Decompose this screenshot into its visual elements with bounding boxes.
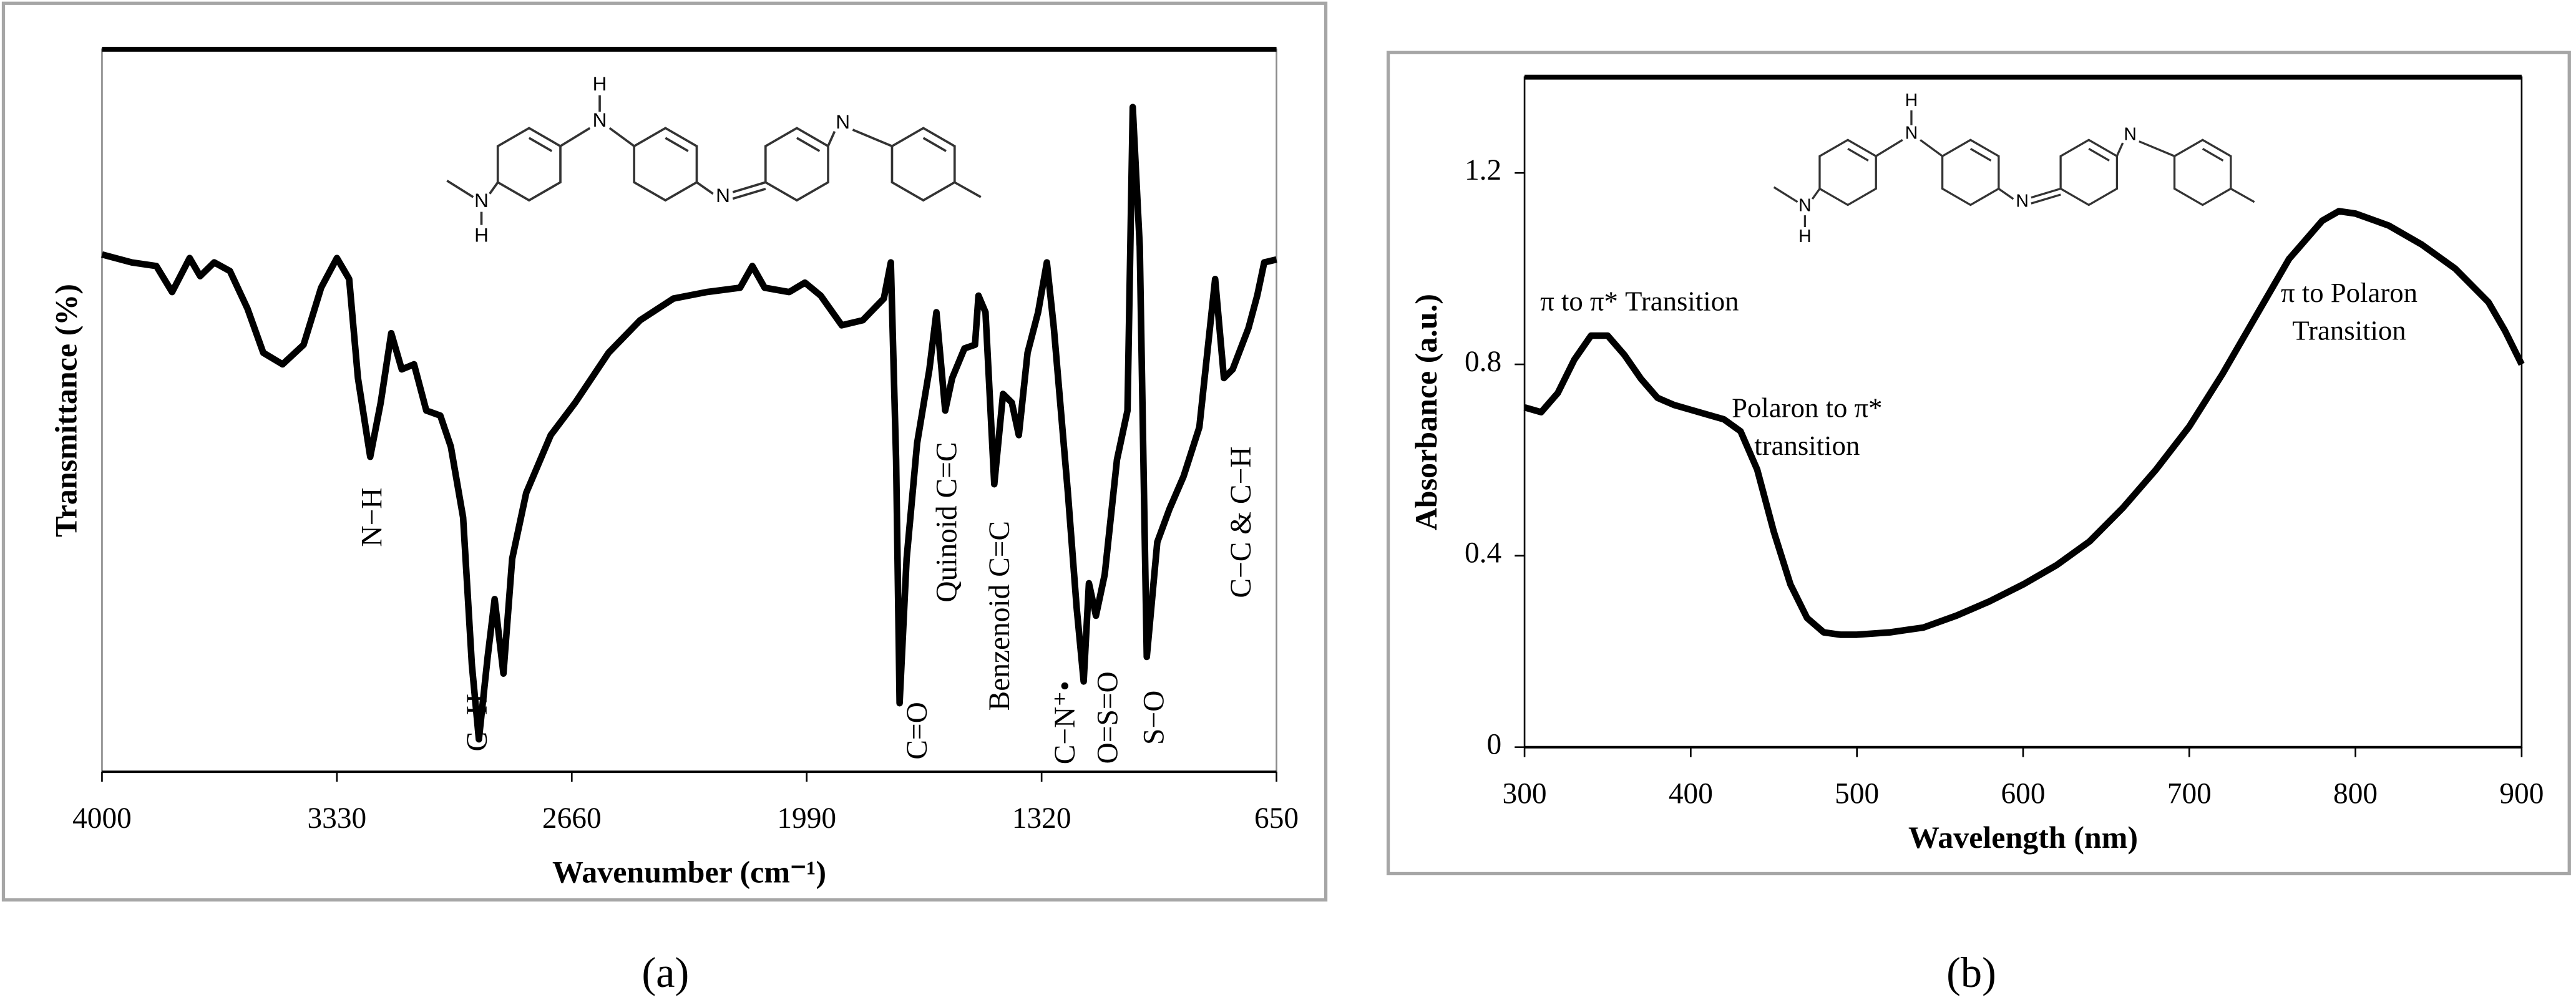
bond [1998, 188, 2014, 200]
x-tick-label: 400 [1669, 778, 1713, 810]
ring-bond [1847, 148, 1869, 162]
atom-label: N [1798, 195, 1812, 215]
bond [2139, 140, 2175, 157]
atom-label: N [1905, 123, 1918, 143]
x-tick-label: 700 [2167, 778, 2212, 810]
bond [2031, 193, 2061, 205]
annotation: π to Polaron [2281, 277, 2417, 308]
annotation: Transition [2292, 315, 2406, 346]
bond [2230, 188, 2255, 203]
x-tick-label: 650 [1254, 802, 1299, 835]
x-tick-label: 600 [2001, 778, 2045, 810]
bond [559, 127, 591, 147]
ring-bond [796, 137, 821, 152]
atom-label: H [1798, 226, 1812, 246]
bond [1811, 188, 1821, 200]
x-tick-label: 800 [2333, 778, 2378, 810]
atom-label: N [2016, 191, 2029, 211]
bond [1920, 138, 1943, 157]
annotation: transition [1754, 430, 1860, 461]
panel-border [1, 1, 1328, 902]
bond [489, 182, 499, 195]
y-tick-label: 0.4 [1465, 537, 1501, 570]
atom-label: N [593, 109, 607, 131]
annotation: C−N⁺• [1049, 681, 1081, 764]
annotation: C−H [461, 694, 494, 752]
y-axis-label: Transmittance (%) [48, 284, 83, 537]
bond [1875, 138, 1903, 157]
plot-frame [1523, 76, 2523, 749]
annotation: Quinoid C=C [931, 442, 964, 603]
x-tick-label: 300 [1503, 778, 1547, 810]
atom-label: H [1905, 90, 1918, 110]
bond [732, 181, 766, 193]
bond [446, 179, 474, 198]
bond [696, 181, 714, 195]
bond [827, 130, 836, 147]
x-tick-label: 1320 [1012, 802, 1071, 835]
bond [852, 129, 893, 147]
y-axis-label: Absorbance (a.u.) [1408, 294, 1443, 530]
annotation: C−C & C−H [1225, 447, 1257, 598]
bond [2031, 187, 2061, 199]
panel-label: (b) [1946, 949, 1996, 996]
x-axis-label: Wavelength (nm) [1908, 820, 2138, 855]
x-tick-label: 4000 [72, 802, 132, 835]
annotation: Benzenoid C=C [983, 521, 1016, 711]
ring-bond [528, 137, 553, 152]
x-axis-label: Wavenumber (cm⁻¹) [552, 855, 826, 890]
annotation: O=S=O [1092, 671, 1125, 764]
x-tick-label: 3330 [307, 802, 366, 835]
bond [1773, 186, 1798, 203]
panel-border [1386, 51, 2571, 876]
ring-bond [2202, 148, 2224, 162]
bond [954, 181, 982, 198]
y-tick-label: 0 [1487, 729, 1502, 761]
x-tick-label: 2660 [542, 802, 602, 835]
ring-bond [665, 137, 689, 152]
bond [732, 187, 766, 200]
atom-label: H [474, 223, 489, 246]
spectrum-line [1523, 208, 2525, 638]
atom-label: H [593, 72, 607, 95]
x-tick-label: 900 [2499, 778, 2544, 810]
spectrum-line [101, 104, 1277, 743]
bond [608, 127, 635, 147]
plot-frame [101, 48, 1277, 773]
bond [2115, 142, 2124, 157]
annotation: Polaron to π* [1732, 392, 1882, 423]
atom-label: N [716, 184, 730, 206]
x-tick-label: 500 [1835, 778, 1879, 810]
x-tick-label: 1990 [777, 802, 836, 835]
atom-label: N [474, 189, 489, 211]
y-tick-label: 1.2 [1465, 154, 1501, 187]
panel-label: (a) [642, 949, 689, 996]
atom-label: N [2124, 125, 2137, 145]
ring-bond [1969, 148, 1992, 162]
ring-bond [2088, 148, 2110, 162]
annotation: C=O [901, 702, 934, 760]
atom-label: N [836, 110, 850, 133]
annotation: π to π* Transition [1540, 285, 1739, 316]
y-tick-label: 0.8 [1465, 346, 1501, 378]
annotation: N−H [356, 488, 388, 547]
ring-bond [922, 137, 947, 152]
annotation: S−O [1138, 691, 1170, 745]
